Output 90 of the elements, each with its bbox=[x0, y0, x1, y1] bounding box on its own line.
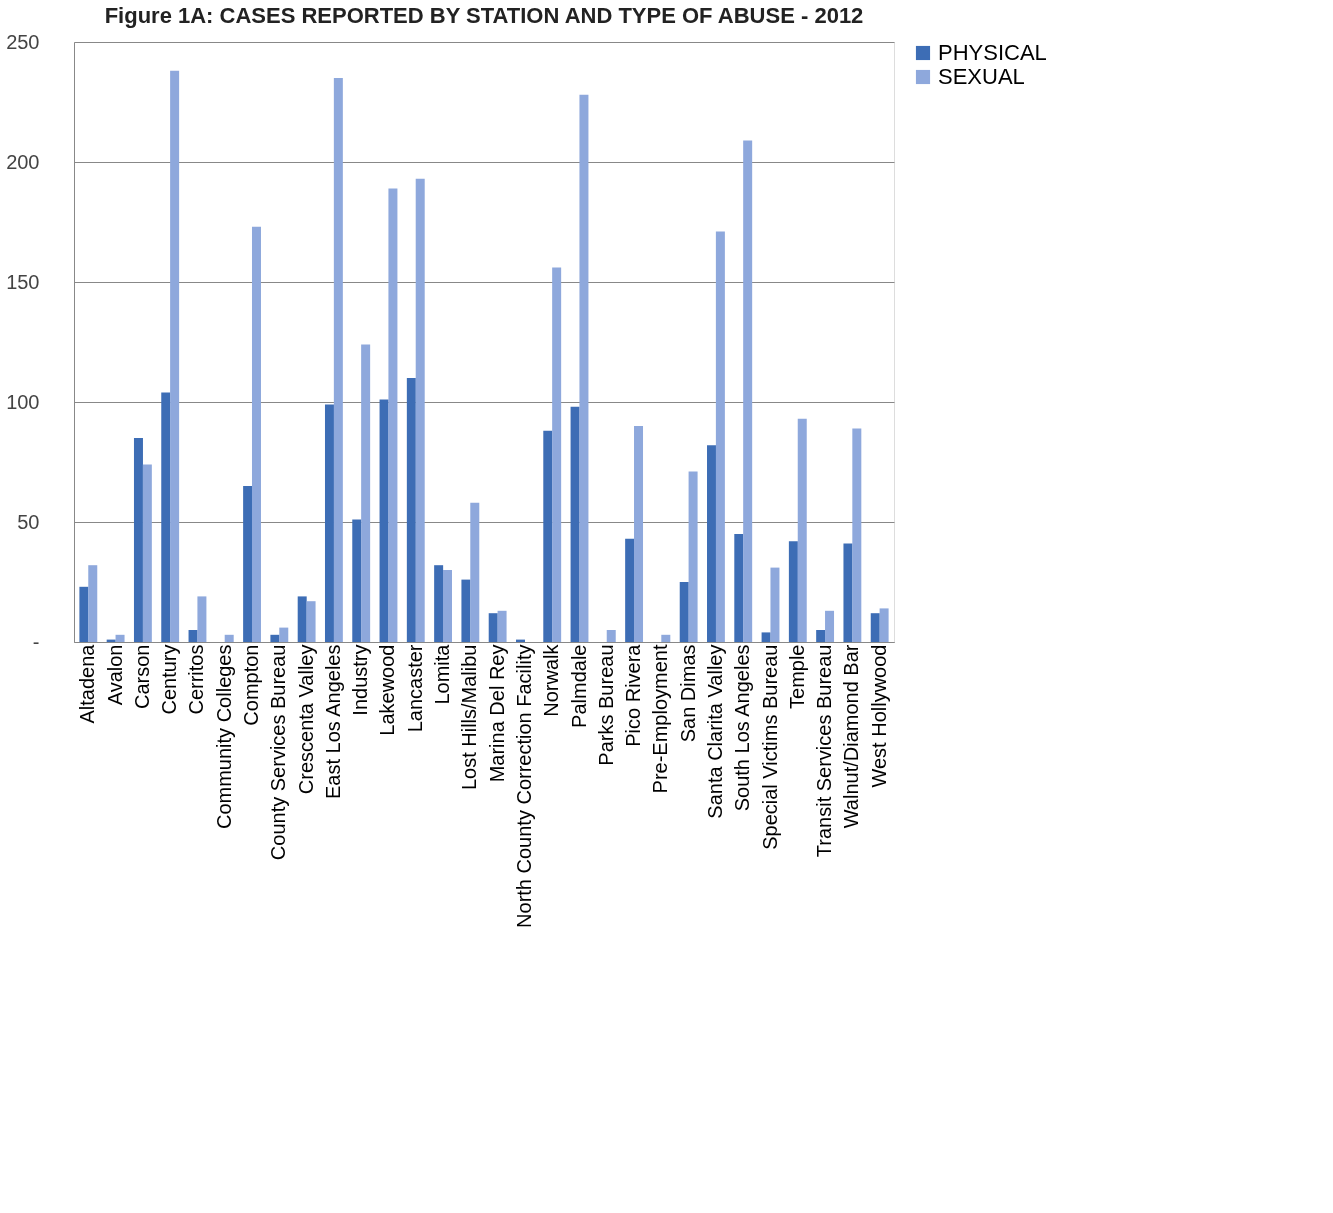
bar bbox=[870, 613, 880, 642]
bar bbox=[170, 70, 180, 642]
bar bbox=[715, 231, 725, 642]
bar bbox=[324, 404, 334, 642]
bar bbox=[688, 471, 698, 642]
bar bbox=[251, 226, 261, 642]
x-tick-label: Lost Hills/Malibu bbox=[458, 644, 481, 791]
bar bbox=[816, 630, 826, 642]
bar bbox=[679, 582, 689, 642]
y-tick-label: 50 bbox=[17, 510, 40, 533]
y-tick-label: 200 bbox=[6, 150, 40, 173]
bar bbox=[415, 178, 425, 642]
bar bbox=[579, 94, 589, 642]
x-tick-label: Cerritos bbox=[185, 644, 208, 715]
x-tick-label: Parks Bureau bbox=[594, 644, 617, 766]
bar bbox=[352, 519, 362, 642]
bar bbox=[88, 565, 98, 642]
x-tick-label: San Dimas bbox=[676, 644, 699, 743]
bar bbox=[197, 596, 207, 642]
y-tick-label: 100 bbox=[6, 390, 40, 413]
x-tick-label: County Services Bureau bbox=[267, 644, 290, 861]
bar bbox=[470, 502, 480, 642]
bar bbox=[743, 140, 753, 642]
x-tick-label: South Los Angeles bbox=[731, 644, 754, 812]
bar bbox=[552, 267, 562, 642]
bar bbox=[543, 430, 553, 642]
x-tick-label: Transit Services Bureau bbox=[813, 644, 836, 858]
x-tick-label: Community Colleges bbox=[212, 644, 235, 830]
bar bbox=[388, 188, 398, 642]
bar bbox=[625, 538, 635, 642]
x-tick-label: Lakewood bbox=[376, 644, 399, 736]
bar bbox=[788, 541, 798, 642]
bar bbox=[661, 634, 671, 642]
bar bbox=[843, 543, 853, 642]
bar bbox=[361, 344, 371, 642]
bar bbox=[606, 630, 616, 642]
x-tick-label: Industry bbox=[349, 644, 372, 716]
bar bbox=[142, 464, 152, 642]
bar bbox=[434, 565, 444, 642]
bar bbox=[488, 613, 498, 642]
x-tick-label: Crescenta Valley bbox=[294, 644, 317, 795]
bar bbox=[443, 570, 452, 642]
y-tick-label: 250 bbox=[6, 30, 40, 53]
x-tick-label: East Los Angeles bbox=[321, 644, 344, 800]
bar bbox=[406, 378, 416, 642]
bar bbox=[634, 426, 644, 642]
bar bbox=[825, 610, 835, 642]
x-tick-label: Marina Del Rey bbox=[485, 644, 508, 783]
x-tick-label: Lancaster bbox=[403, 644, 426, 733]
bar bbox=[297, 596, 307, 642]
bar bbox=[734, 534, 744, 642]
bar bbox=[133, 438, 143, 642]
x-tick-label: Carson bbox=[130, 644, 153, 709]
x-tick-label: Century bbox=[158, 644, 181, 715]
bar bbox=[115, 634, 125, 642]
bar bbox=[497, 610, 507, 642]
x-tick-label: Palmdale bbox=[567, 644, 590, 728]
bar bbox=[279, 627, 289, 642]
bar bbox=[270, 634, 280, 642]
bar bbox=[306, 601, 316, 642]
bar bbox=[761, 632, 771, 642]
bar bbox=[79, 586, 89, 642]
x-tick-label: Avalon bbox=[103, 644, 126, 706]
y-tick-label: 150 bbox=[6, 270, 40, 293]
x-tick-label: Temple bbox=[785, 644, 808, 709]
bar bbox=[770, 567, 780, 642]
x-tick-label: Santa Clarita Valley bbox=[703, 644, 726, 819]
bar bbox=[797, 418, 807, 642]
x-tick-label: West Hollywood bbox=[867, 644, 890, 788]
x-tick-label: Pico Rivera bbox=[622, 643, 645, 747]
x-tick-label: North County Correction Facility bbox=[512, 644, 535, 928]
chart-title: Figure 1A: CASES REPORTED BY STATION AND TYPE OF ABUSE - 2012 bbox=[104, 3, 864, 28]
bar bbox=[161, 392, 171, 642]
x-tick-label: Special Victims Bureau bbox=[758, 644, 781, 850]
bar bbox=[707, 445, 717, 642]
x-tick-label: Pre-Employment bbox=[649, 644, 672, 794]
x-tick-label: Altadena bbox=[76, 643, 99, 724]
legend-label: PHYSICAL bbox=[938, 40, 1047, 65]
bar bbox=[243, 486, 253, 642]
x-tick-label: Lomita bbox=[431, 643, 454, 705]
x-tick-label: Compton bbox=[240, 644, 263, 726]
bar bbox=[461, 579, 471, 642]
bar bbox=[879, 608, 889, 642]
bar bbox=[333, 78, 343, 642]
x-tick-label: Walnut/Diamond Bar bbox=[840, 644, 863, 829]
bar bbox=[224, 634, 234, 642]
x-tick-label: Norwalk bbox=[540, 643, 563, 717]
legend-label: SEXUAL bbox=[938, 64, 1025, 89]
y-tick-label: - bbox=[32, 630, 40, 653]
bar bbox=[852, 428, 862, 642]
